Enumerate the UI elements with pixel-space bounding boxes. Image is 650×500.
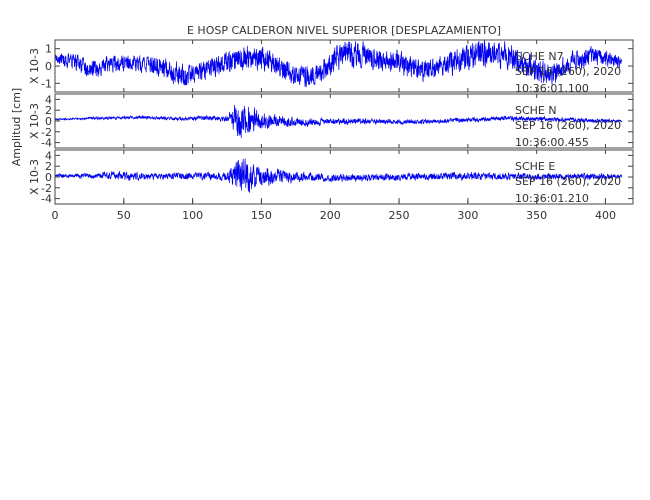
scale-label: X 10-3 <box>28 159 41 195</box>
y-tick-label: 0 <box>45 171 52 184</box>
station-label: SCHE N7 <box>515 50 564 63</box>
y-tick-label: 0 <box>45 115 52 128</box>
date-label: SEP 16 (260), 2020 <box>515 119 621 132</box>
waveform-trace-3 <box>54 158 623 193</box>
y-tick-label: -2 <box>41 182 52 195</box>
date-label: SEP 16 (260), 2020 <box>515 65 621 78</box>
y-tick-label: -1 <box>41 77 52 90</box>
date-label: SEP 16 (260), 2020 <box>515 175 621 188</box>
x-tick-label: 50 <box>117 209 131 222</box>
x-tick-label: 200 <box>320 209 341 222</box>
x-tick-label: 150 <box>251 209 272 222</box>
trace-panel-1: -1 0 1 X 10-3 SCHE N7 SEP 16 (260), 2020 10:36… <box>28 39 634 95</box>
x-tick-label: 300 <box>457 209 478 222</box>
trace-panels: -1 0 1 X 10-3 SCHE N7 SEP 16 (260), 2020 10:36… <box>28 39 634 206</box>
x-tick-label: 0 <box>52 209 59 222</box>
x-tick-label: 400 <box>595 209 616 222</box>
y-tick-label: 4 <box>45 149 52 162</box>
time-label: 10:36:00.455 <box>515 136 589 149</box>
chart-title: E HOSP CALDERON NIVEL SUPERIOR [DESPLAZA… <box>187 24 501 37</box>
station-label: SCHE N <box>515 104 557 117</box>
x-tick-label: 350 <box>526 209 547 222</box>
y-tick-label: 0 <box>45 60 52 73</box>
scale-label: X 10-3 <box>28 48 41 84</box>
waveform-trace-2 <box>54 105 623 139</box>
y-tick-label: -2 <box>41 126 52 139</box>
x-tick-label: 100 <box>182 209 203 222</box>
waveform-trace-1 <box>54 39 623 88</box>
y-tick-label: 2 <box>45 104 52 117</box>
station-label: SCHE E <box>515 160 555 173</box>
x-tick-label: 250 <box>389 209 410 222</box>
y-tick-label: 2 <box>45 160 52 173</box>
scale-label: X 10-3 <box>28 103 41 139</box>
y-tick-label: -4 <box>41 193 52 206</box>
time-label: 10:36:01.100 <box>515 82 589 95</box>
y-axis-label: Amplitud [cm] <box>10 88 23 166</box>
time-label: 10:36:01.210 <box>515 192 589 205</box>
y-tick-label: -4 <box>41 137 52 150</box>
x-axis: 0 50 100 150 200 250 300 350 400 <box>52 198 616 222</box>
y-tick-label: 4 <box>45 93 52 106</box>
y-tick-label: 1 <box>45 43 52 56</box>
